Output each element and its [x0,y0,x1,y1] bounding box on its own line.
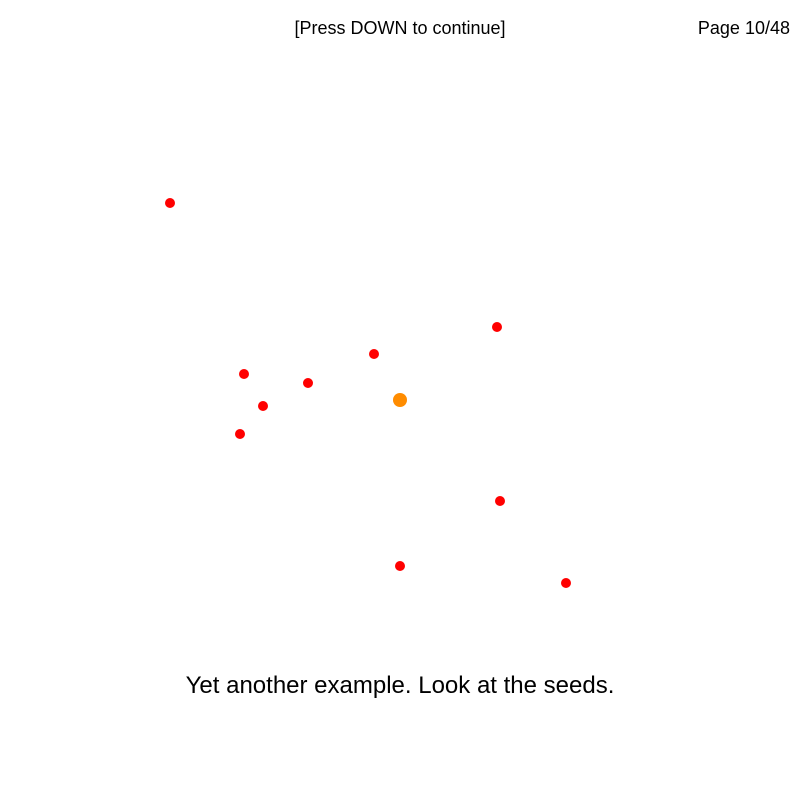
page-indicator: Page 10/48 [697,18,790,38]
seed-point [561,578,571,588]
seed-point [303,378,313,388]
seed-point [165,198,175,208]
center-seed-point [393,393,407,407]
seed-point [235,429,245,439]
seed-point [258,401,268,411]
seed-point [492,322,502,332]
seed-point [495,496,505,506]
seed-point [369,349,379,359]
seed-point [395,561,405,571]
continue-prompt: [Press DOWN to continue] [294,18,506,38]
seed-point [239,369,249,379]
slide-caption: Yet another example. Look at the seeds. [185,672,615,699]
